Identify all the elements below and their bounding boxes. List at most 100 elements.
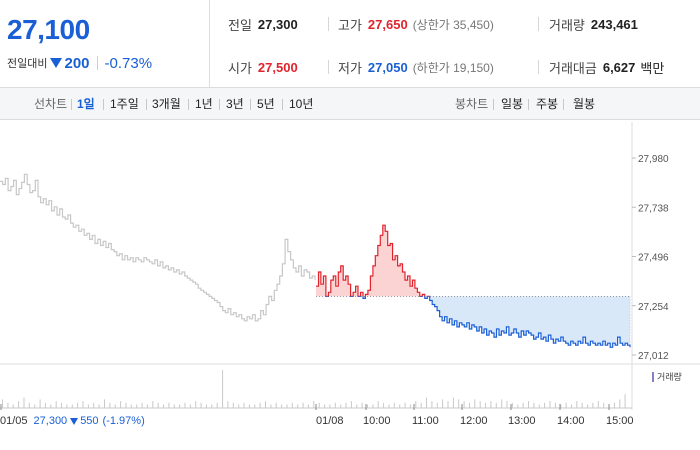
volume-bar	[297, 404, 299, 408]
prev-day-change: 550	[80, 415, 99, 427]
stat-low: 저가 27,050 (하한가 19,150)	[338, 58, 494, 76]
volume-bar	[592, 402, 594, 408]
volume-bar	[39, 399, 41, 408]
volume-bar	[372, 404, 374, 408]
stat-value: 243,461	[590, 16, 638, 32]
stat-value: 27,050	[367, 59, 408, 75]
stat-open: 시가 27,500	[228, 58, 298, 76]
divider	[250, 99, 251, 110]
volume-bar	[109, 402, 111, 408]
volume-bar	[195, 401, 197, 408]
volume-bar	[206, 404, 207, 408]
volume-bar	[281, 404, 283, 408]
volume-bar	[61, 402, 62, 408]
divider	[538, 60, 539, 74]
volume-bar	[254, 404, 256, 408]
down-triangle-icon	[50, 58, 63, 68]
stat-value: 27,500	[257, 59, 298, 75]
volume-bar	[474, 399, 476, 408]
volume-bar	[136, 404, 138, 408]
y-tick-label: 27,980	[638, 154, 669, 165]
volume-bar	[104, 399, 105, 408]
volume-bar	[93, 402, 95, 408]
candle-chart-title: 봉차트	[455, 97, 489, 111]
period-3y-button[interactable]: 3년	[226, 97, 244, 111]
volume-legend: 거래량	[652, 370, 682, 383]
divider	[282, 99, 283, 110]
line-chart-title: 선차트	[34, 97, 68, 111]
lower-limit: (하한가 19,150)	[412, 60, 494, 75]
volume-bar	[334, 402, 336, 408]
volume-bar	[211, 404, 213, 408]
volume-bar	[232, 402, 234, 408]
stat-high: 고가 27,650 (상한가 35,450)	[338, 15, 494, 33]
period-1y-button[interactable]: 1년	[195, 97, 213, 111]
volume-bar	[7, 402, 9, 408]
volume-bar	[522, 402, 524, 408]
volume-bar	[409, 404, 411, 408]
change-label: 전일대비	[7, 58, 48, 70]
volume-bar	[318, 402, 320, 408]
volume-bar	[2, 399, 3, 408]
volume-bar	[216, 402, 218, 408]
volume-bar	[82, 401, 84, 408]
volume-bar	[173, 404, 175, 408]
volume-bar	[329, 404, 331, 408]
prev-day-date: 01/05	[0, 415, 28, 427]
volume-bar	[554, 402, 556, 408]
x-tick-label: 15:00	[606, 415, 634, 427]
x-tick-label: 01/08	[316, 415, 344, 427]
volume-legend-swatch	[652, 371, 654, 382]
volume-bar	[44, 402, 46, 408]
volume-bar	[597, 401, 599, 408]
volume-bar	[286, 404, 288, 408]
divider	[146, 99, 147, 110]
divider	[96, 56, 98, 70]
volume-bar	[18, 401, 20, 408]
period-3m-button[interactable]: 3개월	[152, 97, 181, 111]
volume-bar	[66, 404, 68, 408]
period-1d-button[interactable]: 1일	[77, 97, 95, 111]
volume-bar	[77, 402, 79, 408]
x-tick-label: 10:00	[363, 415, 391, 427]
volume-bar	[50, 404, 52, 408]
period-10y-button[interactable]: 10년	[289, 97, 314, 111]
volume-bar	[538, 404, 540, 408]
y-tick-label: 27,254	[638, 302, 669, 313]
y-tick-label: 27,496	[638, 253, 669, 264]
stat-label: 시가	[228, 60, 252, 76]
volume-bar	[302, 402, 304, 408]
candle-daily-button[interactable]: 일봉	[501, 97, 524, 111]
candle-weekly-button[interactable]: 주봉	[536, 97, 559, 111]
volume-bar	[549, 401, 551, 408]
volume-bar	[291, 402, 293, 408]
period-1w-button[interactable]: 1주일	[110, 97, 139, 111]
divider	[103, 99, 104, 110]
volume-bar	[490, 401, 492, 408]
change-percent: -0.73%	[104, 54, 153, 72]
volume-bar	[367, 404, 368, 408]
volume-bar	[184, 402, 186, 408]
today-area-down	[316, 296, 630, 348]
change-row: 전일대비 200 -0.73%	[7, 53, 152, 73]
volume-bar	[501, 399, 503, 408]
period-5y-button[interactable]: 5년	[257, 97, 275, 111]
volume-bar	[469, 402, 470, 408]
volume-bar	[603, 402, 605, 408]
volume-bar	[576, 401, 578, 408]
x-tick-label: 11:00	[412, 415, 439, 427]
volume-bar	[222, 370, 224, 408]
volume-bar	[114, 404, 116, 408]
candle-monthly-button[interactable]: 월봉	[573, 97, 596, 111]
prev-day-info: 01/05 27,300 550 (-1.97%)	[0, 415, 145, 427]
prev-day-line	[0, 173, 316, 322]
volume-bar	[259, 402, 261, 408]
stat-label: 고가	[338, 17, 362, 33]
volume-bar	[28, 402, 30, 408]
divider	[328, 60, 329, 74]
volume-bar	[581, 402, 583, 408]
volume-bar	[157, 402, 159, 408]
volume-bar	[238, 404, 240, 408]
down-triangle-icon	[70, 417, 79, 425]
